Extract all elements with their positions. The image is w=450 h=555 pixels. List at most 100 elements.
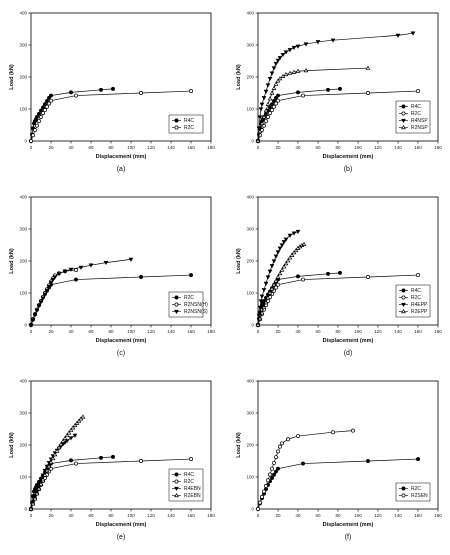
legend-entry: R2C [411,111,421,117]
y-axis-label: Load (kN) [9,432,15,458]
data-point [263,300,269,305]
y-tick-label: 100 [246,291,254,296]
data-point [275,58,281,63]
data-point [45,99,49,103]
panel-label: (d) [344,350,353,357]
data-point [315,40,321,45]
x-tick-label: 140 [394,145,402,150]
data-point [275,250,281,255]
legend-entry: R2C [184,125,194,131]
y-tick-label: 100 [246,107,254,112]
y-tick-label: 300 [246,227,254,232]
data-point [303,68,309,73]
x-axis-label: Displacement (mm) [96,154,147,160]
data-point [50,455,56,461]
data-point [88,263,94,268]
data-point [42,472,48,477]
x-axis-label: Displacement (mm) [323,338,374,344]
data-point [68,436,74,441]
data-point [139,275,143,279]
data-point [46,463,52,469]
data-point [291,250,297,255]
y-axis-label: Load (kN) [236,248,242,274]
data-point [62,435,68,440]
data-point [72,423,78,428]
x-tick-label: 60 [315,513,321,518]
data-point [261,288,267,293]
data-point [416,89,420,94]
data-point [265,101,271,106]
x-tick-label: 140 [167,329,175,334]
data-point [266,478,270,483]
data-point [74,93,78,98]
y-tick-label: 400 [19,379,27,384]
y-tick-label: 100 [19,291,27,296]
y-tick-label: 300 [19,43,27,48]
data-point [280,52,286,58]
y-tick-label: 100 [19,107,27,112]
data-point [366,91,370,95]
x-tick-label: 120 [147,329,155,334]
legend-entry: R4EBN [184,486,201,492]
x-tick-label: 100 [127,513,135,518]
data-point [296,90,300,95]
data-point [48,281,54,286]
y-tick-label: 200 [19,259,27,264]
y-tick-label: 300 [246,43,254,48]
data-point [28,506,34,511]
data-point [38,300,44,305]
legend-entry: R2NSN(S) [184,309,208,315]
data-point [47,101,51,106]
data-point [44,288,50,293]
data-point [50,277,56,283]
x-axis-label: Displacement (mm) [323,154,374,160]
data-point [80,414,86,419]
legend-entry: R4C [184,118,194,124]
data-point [263,108,269,113]
data-point [277,271,283,276]
x-tick-label: 0 [257,145,260,150]
y-axis-label: Load (kN) [9,248,15,274]
legend-entry: R4NSP [411,118,428,124]
data-point [54,448,60,453]
data-point [29,139,33,143]
data-point [37,111,41,116]
data-point [30,501,36,506]
data-point [266,115,270,119]
legend-entry: R2C [411,295,421,301]
data-point [296,274,300,279]
data-point [283,237,289,242]
data-point [32,496,38,501]
legend-marker [401,125,406,130]
plot-area [257,12,439,142]
x-tick-label: 40 [68,329,74,334]
x-tick-label: 140 [394,513,402,518]
data-point [35,123,39,128]
y-axis-label: Load (kN) [236,432,242,458]
data-point [261,96,267,101]
data-point [273,278,279,283]
data-point [72,433,78,438]
legend-marker [174,125,179,130]
data-point [270,476,274,480]
data-point [40,296,46,301]
data-point [43,102,47,107]
data-point [66,430,72,435]
series-R2C [29,89,193,143]
data-point [301,277,305,282]
data-point [262,489,266,494]
y-tick-label: 0 [24,139,27,144]
x-tick-label: 60 [88,145,94,150]
y-tick-label: 0 [251,323,254,328]
data-point [395,33,401,38]
data-point [257,128,263,134]
data-point [276,449,280,454]
y-tick-label: 300 [246,411,254,416]
data-point [44,468,50,473]
series-R2NSN(S) [28,257,134,328]
y-axis-label: Load (kN) [236,64,242,90]
data-point [416,457,420,462]
data-point [277,56,283,61]
